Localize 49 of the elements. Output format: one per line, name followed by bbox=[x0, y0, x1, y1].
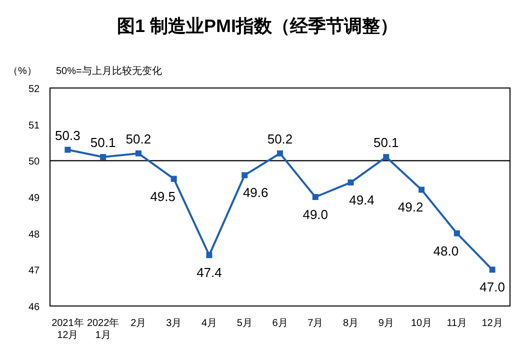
x-tick-label: 3月 bbox=[166, 318, 182, 329]
data-label: 47.4 bbox=[196, 265, 222, 280]
data-label: 49.6 bbox=[242, 185, 268, 200]
y-tick-label: 51 bbox=[28, 120, 40, 132]
point bbox=[242, 172, 248, 178]
x-tick-label: 6月 bbox=[272, 318, 288, 329]
data-label: 50.1 bbox=[374, 135, 399, 150]
y-tick-label: 47 bbox=[28, 266, 40, 277]
x-tick-label: 5月 bbox=[236, 318, 252, 329]
data-label: 50.2 bbox=[126, 131, 152, 146]
x-tick-label: 11月 bbox=[446, 318, 468, 329]
data-label: 50.3 bbox=[55, 128, 80, 143]
y-tick-label: 50 bbox=[28, 156, 40, 168]
y-tick-label: 46 bbox=[28, 302, 40, 313]
chart-title: 图1 制造业PMI指数（经季节调整） bbox=[116, 16, 398, 36]
x-tick-label: 10月 bbox=[410, 318, 432, 329]
data-label: 50.2 bbox=[267, 131, 293, 146]
x-tick-label: 2021年 12月 bbox=[52, 317, 84, 341]
y-tick-label: 52 bbox=[28, 84, 40, 95]
data-label: 49.2 bbox=[398, 200, 424, 215]
text: 50%=与上月比较无变化 bbox=[56, 65, 162, 77]
point bbox=[206, 252, 212, 258]
x-tick-label: 7月 bbox=[308, 318, 324, 329]
y-tick-label: 49 bbox=[28, 193, 40, 204]
x-tick-label: 2月 bbox=[130, 318, 146, 329]
x-tick-label: 2022年 1月 bbox=[86, 317, 120, 341]
x-tick-label: 4月 bbox=[201, 318, 218, 329]
data-label: 50.1 bbox=[90, 135, 116, 150]
data-label: 49.0 bbox=[302, 207, 328, 222]
point bbox=[312, 194, 318, 200]
point bbox=[348, 179, 354, 186]
y-tick-label: 48 bbox=[28, 229, 40, 240]
data-label: 47.0 bbox=[480, 280, 505, 295]
point bbox=[100, 154, 106, 160]
point bbox=[489, 266, 496, 273]
x-tick-label: 12月 bbox=[482, 318, 503, 329]
point bbox=[277, 150, 283, 156]
data-label: 49.4 bbox=[349, 192, 374, 208]
x-tick-label: 8月 bbox=[342, 318, 359, 329]
y-axis-title: （%） bbox=[8, 66, 37, 77]
data-label: 48.0 bbox=[433, 243, 459, 258]
x-tick-label: 9月 bbox=[378, 318, 394, 329]
point bbox=[454, 230, 460, 236]
point bbox=[64, 146, 71, 153]
point bbox=[170, 176, 177, 182]
point bbox=[418, 186, 425, 193]
point bbox=[135, 150, 142, 156]
data-label: 49.5 bbox=[150, 188, 176, 204]
point bbox=[383, 154, 390, 160]
